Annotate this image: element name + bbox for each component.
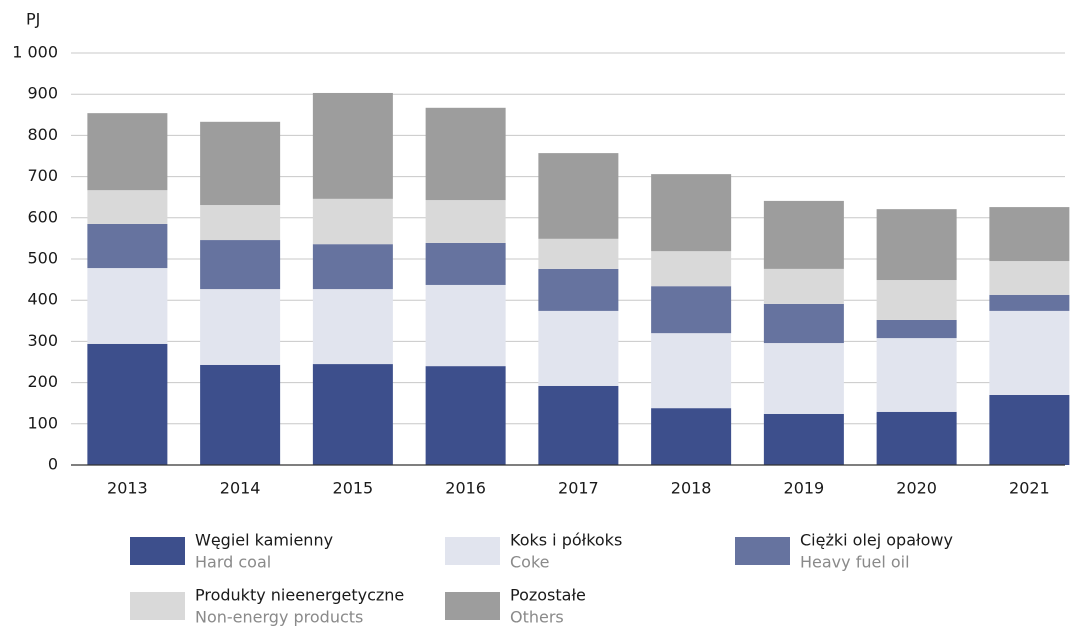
y-tick-label: 600 (27, 207, 58, 226)
bar-segment (651, 251, 732, 287)
legend-label-en: Non-energy products (195, 608, 363, 627)
bar-segment (538, 238, 619, 269)
x-tick-label: 2018 (671, 479, 712, 498)
bar-segment (989, 310, 1070, 395)
legend-label: Produkty nieenergetyczne (195, 586, 404, 605)
legend-swatch (130, 592, 185, 620)
bar-segment (763, 303, 844, 344)
legend-swatch (735, 537, 790, 565)
bar-segment (876, 319, 957, 339)
legend-swatch (130, 537, 185, 565)
bar-segment (200, 364, 281, 465)
x-tick-label: 2016 (445, 479, 486, 498)
bar-segment (989, 261, 1070, 295)
bar-segment (876, 280, 957, 320)
x-tick-label: 2020 (896, 479, 937, 498)
bar-segment (763, 343, 844, 414)
bar-segment (651, 408, 732, 465)
y-tick-label: 300 (27, 331, 58, 350)
legend-label-en: Hard coal (195, 553, 271, 572)
bar-segment (989, 394, 1070, 465)
bar-segment (200, 240, 281, 290)
bar-segment (312, 244, 393, 290)
y-tick-label: 200 (27, 372, 58, 391)
y-tick-label: 100 (27, 413, 58, 432)
bar-segment (87, 190, 168, 224)
bar-segment (876, 411, 957, 465)
legend-swatch (445, 537, 500, 565)
bar-segment (989, 207, 1070, 262)
y-tick-label: 500 (27, 249, 58, 268)
legend-swatch (445, 592, 500, 620)
y-tick-label: 700 (27, 166, 58, 185)
bar-segment (538, 310, 619, 386)
bar-segment (87, 343, 168, 465)
bar-segment (200, 121, 281, 206)
x-tick-label: 2013 (107, 479, 148, 498)
bar-segment (425, 200, 506, 243)
bar-segment (763, 200, 844, 269)
bar-segment (763, 268, 844, 304)
bar-segment (312, 364, 393, 465)
x-tick-label: 2021 (1009, 479, 1050, 498)
legend-label: Ciężki olej opałowy (800, 531, 953, 550)
bar-segment (763, 413, 844, 465)
bar-segment (651, 174, 732, 252)
y-axis-label: PJ (26, 10, 40, 29)
x-tick-label: 2015 (333, 479, 374, 498)
bar-segment (312, 92, 393, 199)
bar-segment (538, 268, 619, 311)
y-tick-label: 400 (27, 290, 58, 309)
bar-segment (87, 223, 168, 269)
bar-segment (651, 286, 732, 334)
legend-label-en: Coke (510, 553, 550, 572)
bar-segment (538, 153, 619, 239)
legend-label: Koks i półkoks (510, 531, 622, 550)
x-tick-label: 2019 (784, 479, 825, 498)
y-tick-label: 1 000 (12, 43, 58, 62)
y-tick-label: 800 (27, 125, 58, 144)
bar-segment (200, 205, 281, 241)
x-tick-label: 2017 (558, 479, 599, 498)
x-tick-label: 2014 (220, 479, 261, 498)
bar-segment (425, 107, 506, 201)
y-tick-label: 900 (27, 84, 58, 103)
bar-segment (876, 338, 957, 412)
bar-segment (538, 385, 619, 465)
bar-segment (312, 198, 393, 245)
bar-segment (651, 333, 732, 409)
bar-segment (425, 242, 506, 285)
legend-label: Węgiel kamienny (195, 531, 333, 550)
legend-label: Pozostałe (510, 586, 586, 605)
bar-segment (425, 284, 506, 367)
bar-segment (425, 366, 506, 465)
legend-label-en: Others (510, 608, 564, 627)
bar-segment (87, 268, 168, 344)
y-tick-label: 0 (48, 455, 58, 474)
bar-segment (989, 294, 1070, 311)
bar-segment (312, 289, 393, 365)
bar-segment (200, 289, 281, 365)
bar-segment (87, 113, 168, 191)
legend-label-en: Heavy fuel oil (800, 553, 910, 572)
bar-segment (876, 209, 957, 281)
